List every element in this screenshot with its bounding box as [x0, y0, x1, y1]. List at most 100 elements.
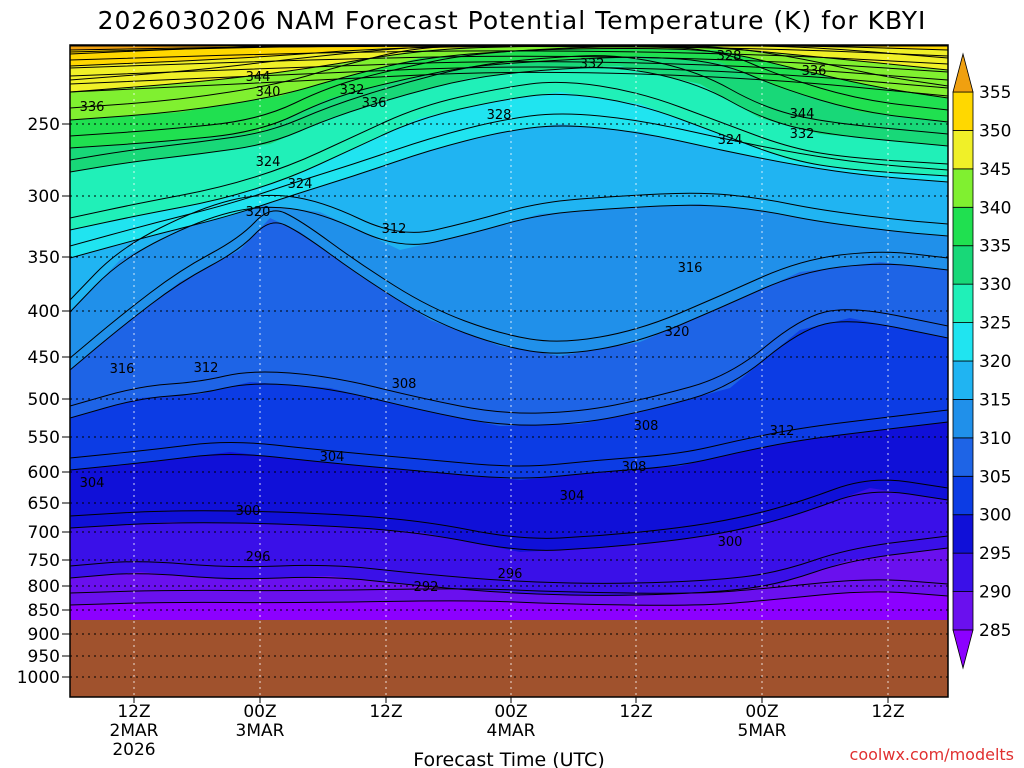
chart-title: 2026030206 NAM Forecast Potential Temper… [98, 6, 927, 35]
colorbar-segment [952, 206, 974, 247]
contour-line [70, 71, 948, 97]
theta-color-fill [70, 45, 948, 697]
contour-label: 316 [110, 362, 135, 377]
contour-label: 312 [382, 222, 407, 237]
y-tick-label: 1000 [17, 668, 60, 688]
colorbar-label: 295 [979, 544, 1011, 564]
theta-contour-lines [70, 45, 948, 606]
colorbar-label: 285 [979, 621, 1011, 641]
colorbar-segment [952, 552, 974, 592]
x-tick-label: 12Z [117, 702, 150, 722]
x-tick-label: 12Z [619, 702, 652, 722]
plot-frame [69, 44, 949, 698]
contour-label: 316 [678, 261, 703, 276]
ground-rect [70, 620, 948, 697]
contour-label: 320 [665, 325, 690, 340]
colorbar-bottom-arrow [952, 629, 974, 670]
contour-line [70, 56, 948, 149]
contour-line [70, 81, 948, 219]
colorbar-label: 335 [979, 237, 1011, 257]
colorbar-label: 305 [979, 467, 1011, 487]
colorbar-label: 350 [979, 121, 1011, 141]
contour-line [70, 421, 948, 479]
contour-label: 336 [362, 96, 387, 111]
colorbar-segment [952, 245, 974, 285]
y-tick-label: 600 [28, 463, 60, 483]
source-credit: coolwx.com/modelts [850, 745, 1014, 764]
contour-label: 328 [717, 49, 742, 64]
contour-label: 328 [487, 108, 512, 123]
contour-label: 344 [246, 70, 271, 85]
y-tick-label: 300 [28, 187, 60, 207]
colorbar-top-arrow [952, 52, 974, 93]
x-tick-label: 00Z [745, 702, 778, 722]
x-axis-title: Forecast Time (UTC) [413, 749, 604, 768]
y-tick-label: 800 [28, 577, 60, 597]
y-tick-label: 350 [28, 248, 60, 268]
contour-line [70, 479, 948, 539]
colorbar-label: 325 [979, 314, 1011, 334]
colorbar-segment [952, 360, 974, 400]
contour-label: 296 [246, 550, 271, 565]
contour-labels: 3443403363323363323283363443323283243243… [80, 49, 827, 595]
contour-line [70, 61, 948, 81]
contour-label: 304 [80, 476, 105, 491]
colorbar-segment [952, 514, 974, 554]
grid-lines [70, 45, 948, 697]
contour-line [70, 210, 948, 359]
colorbar-label: 310 [979, 429, 1011, 449]
contour-label: 336 [802, 64, 827, 79]
colorbar-segment [952, 322, 974, 362]
colorbar-label: 355 [979, 83, 1011, 103]
y-tick-label: 750 [28, 551, 60, 571]
contour-label: 300 [236, 504, 261, 519]
contour-line [70, 591, 948, 606]
contour-label: 336 [80, 100, 105, 115]
contour-label: 292 [414, 580, 439, 595]
y-axis: 250 300 350 400 450 500 550 600 650 700 750 800 850 9… [17, 115, 70, 688]
contour-label: 304 [320, 450, 345, 465]
contour-line [70, 309, 948, 414]
ground-below-surface [70, 620, 948, 697]
x-tick-label: 2026 [112, 740, 155, 760]
colorbar-segment [952, 475, 974, 516]
band-fill [70, 45, 948, 92]
contour-line [70, 45, 948, 57]
x-tick-label: 00Z [494, 702, 527, 722]
y-tick-label: 500 [28, 390, 60, 410]
contour-label: 320 [246, 205, 271, 220]
colorbar-segment [952, 437, 974, 477]
y-tick-label: 850 [28, 601, 60, 621]
y-tick-label: 400 [28, 302, 60, 322]
colorbar-label: 320 [979, 352, 1011, 372]
contour-label: 332 [790, 127, 815, 142]
y-tick-label: 550 [28, 428, 60, 448]
colorbar-segment [952, 591, 974, 631]
band-fill [70, 45, 948, 66]
colorbar-segment [952, 130, 974, 170]
contour-line [70, 222, 948, 371]
x-tick-label: 2MAR [110, 721, 159, 741]
contour-line [70, 125, 948, 259]
x-tick-label: 4MAR [487, 721, 536, 741]
contour-line [70, 50, 948, 65]
contour-label: 300 [718, 535, 743, 550]
y-tick-label: 950 [28, 647, 60, 667]
colorbar-segment [952, 399, 974, 439]
contour-label: 324 [288, 177, 313, 192]
x-tick-label: 00Z [243, 702, 276, 722]
contour-label: 296 [498, 567, 523, 582]
colorbar-label: 330 [979, 275, 1011, 295]
contour-line [70, 113, 948, 247]
y-tick-label: 450 [28, 348, 60, 368]
y-tick-label: 650 [28, 494, 60, 514]
contour-label: 344 [790, 107, 815, 122]
colorbar-label: 315 [979, 390, 1011, 410]
contour-label: 308 [392, 377, 417, 392]
x-tick-label: 12Z [369, 702, 402, 722]
x-tick-label: 5MAR [738, 721, 787, 741]
contour-line [70, 66, 948, 89]
contour-line [70, 321, 948, 426]
